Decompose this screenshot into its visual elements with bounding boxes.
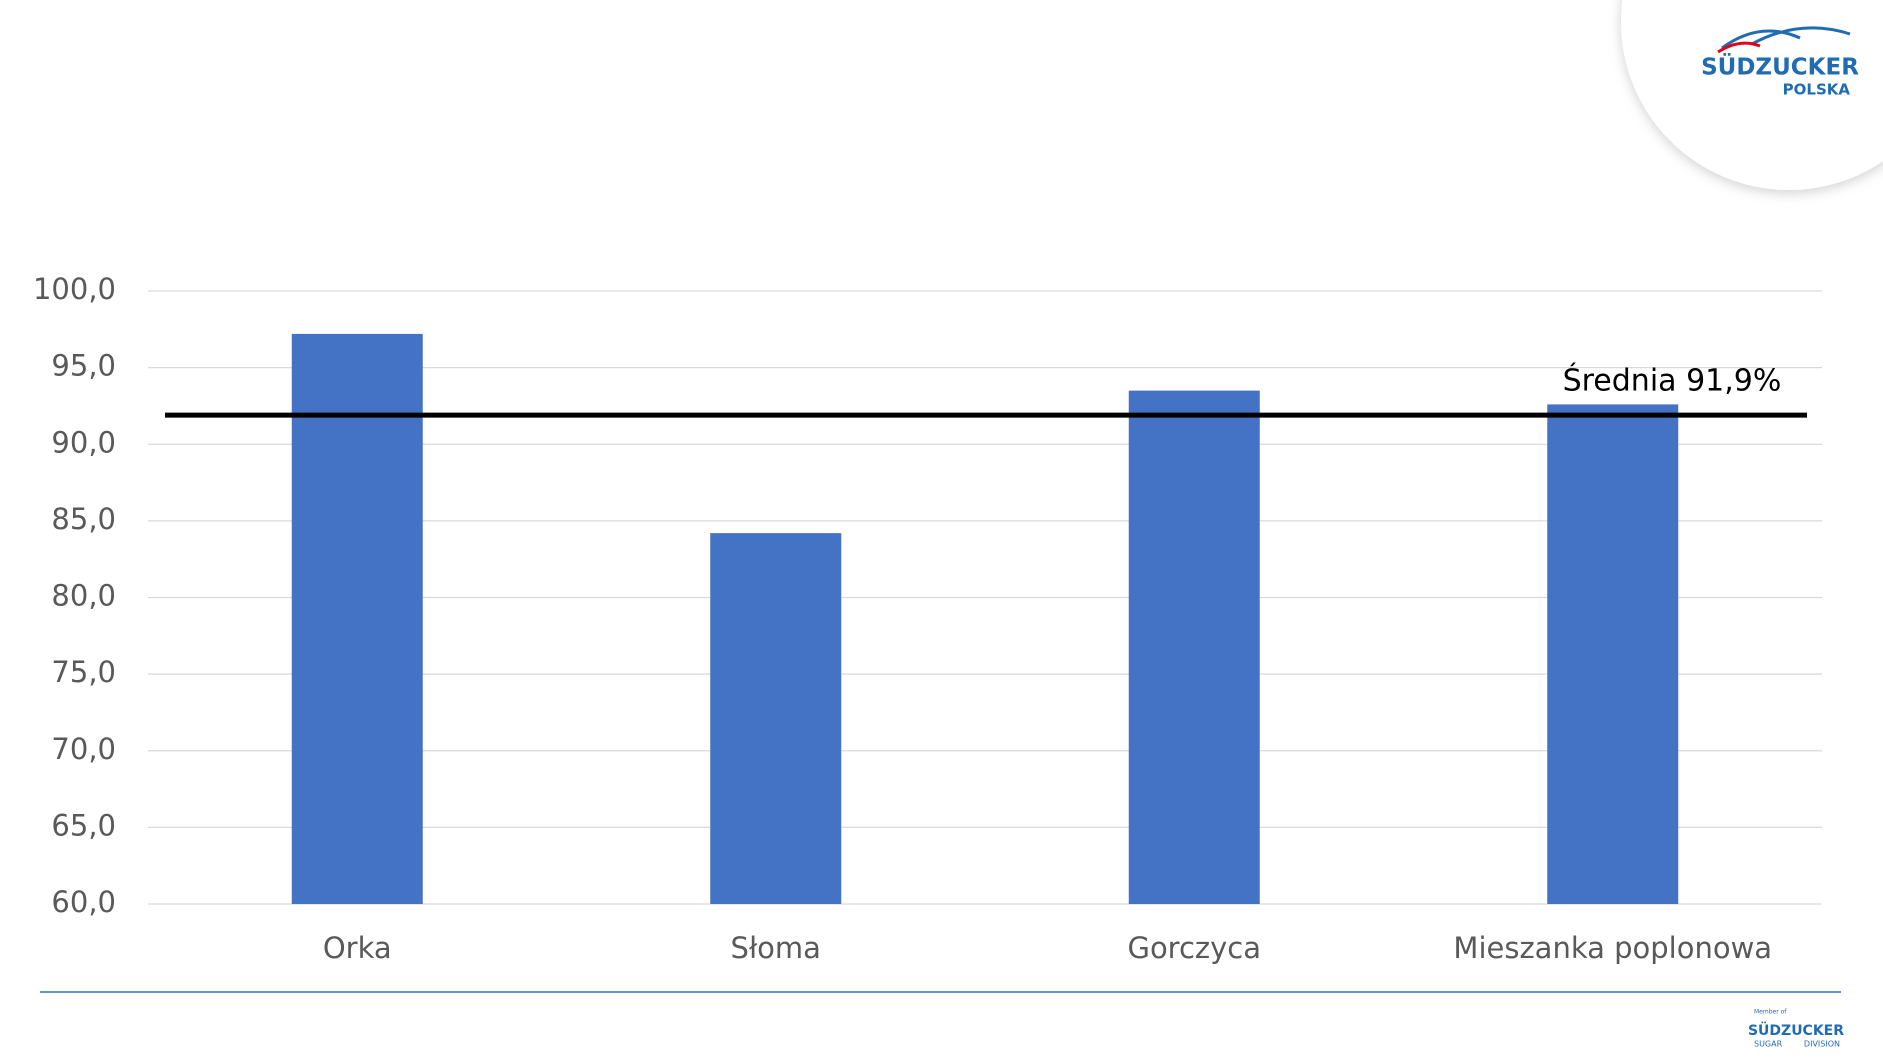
bar xyxy=(291,333,423,904)
x-tick-label: Mieszanka poplonowa xyxy=(1453,931,1772,965)
y-tick-label: 65,0 xyxy=(51,808,116,842)
y-tick-label: 95,0 xyxy=(51,349,116,383)
bar xyxy=(1128,390,1260,904)
logo-name: SÜDZUCKER xyxy=(1701,53,1859,81)
y-tick-label: 60,0 xyxy=(51,885,116,919)
y-tick-label: 70,0 xyxy=(51,732,116,766)
bar xyxy=(1547,404,1679,904)
x-tick-label: Orka xyxy=(323,931,392,965)
y-tick-label: 75,0 xyxy=(51,655,116,689)
y-tick-label: 85,0 xyxy=(51,502,116,536)
logo-sub: POLSKA xyxy=(1783,81,1851,99)
logo-swoosh-red xyxy=(1717,41,1761,54)
x-tick-label: Gorczyca xyxy=(1127,931,1261,965)
logo-badge xyxy=(1621,0,1883,190)
y-tick-label: 90,0 xyxy=(51,425,116,459)
y-tick-label: 100,0 xyxy=(33,272,116,306)
y-tick-label: 80,0 xyxy=(51,579,116,613)
bar xyxy=(710,533,842,904)
chart: 60,0 65,0 70,0 75,0 80,0 85,0 90,0 95,0 100,0 Ork… xyxy=(33,272,1822,965)
footer-logo-left: SUGAR xyxy=(1754,1040,1783,1049)
footer-logo-right: DIVISION xyxy=(1804,1040,1840,1049)
x-tick-label: Słoma xyxy=(731,931,821,965)
footer-logo-name: SÜDZUCKER xyxy=(1748,1021,1844,1039)
footer-member: Member of xyxy=(1754,1009,1787,1016)
logo-swoosh xyxy=(1721,26,1851,50)
average-label: Średnia 91,9% xyxy=(1563,362,1782,399)
